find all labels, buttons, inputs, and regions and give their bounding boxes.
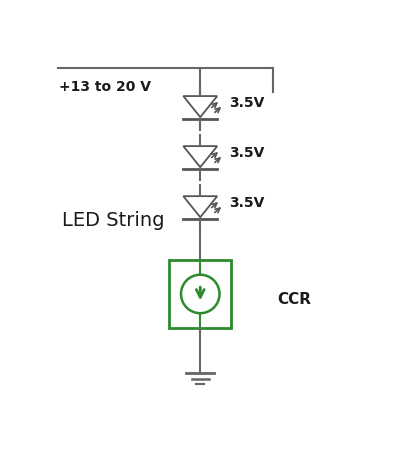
Text: LED String: LED String	[62, 210, 164, 229]
Text: CCR: CCR	[277, 292, 311, 306]
Text: 3.5V: 3.5V	[229, 145, 264, 159]
Bar	[169, 261, 231, 328]
Text: +13 to 20 V: +13 to 20 V	[59, 80, 151, 94]
Text: 3.5V: 3.5V	[229, 195, 264, 209]
Text: 3.5V: 3.5V	[229, 95, 264, 109]
